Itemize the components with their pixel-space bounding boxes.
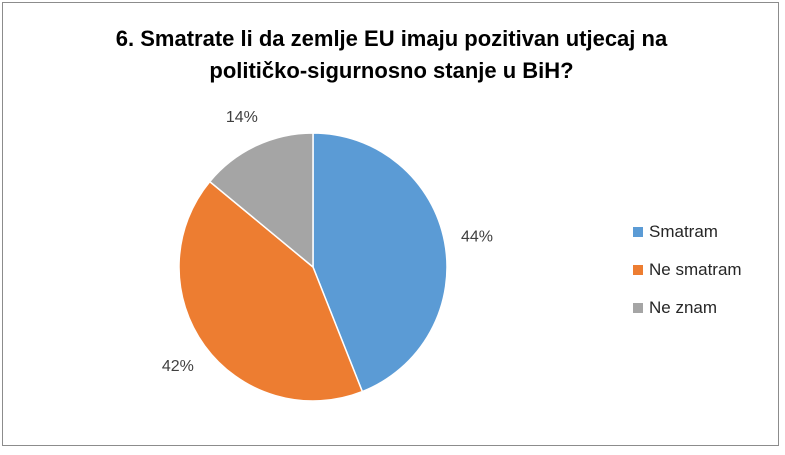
data-label-ne-znam: 14% (226, 109, 258, 126)
legend-item-smatram: Smatram (633, 220, 742, 243)
legend-label-ne-znam: Ne znam (649, 297, 718, 317)
pie-chart: 44% 42% 14% (162, 109, 493, 402)
legend: Smatram Ne smatram Ne znam (633, 220, 742, 334)
data-label-ne-smatram: 42% (162, 358, 194, 375)
pie-slice-ne-smatram (178, 180, 364, 402)
legend-item-ne-smatram: Ne smatram (633, 258, 742, 281)
chart-title-line-1: 6. Smatrate li da zemlje EU imaju poziti… (115, 26, 668, 51)
legend-swatch-ne-smatram (633, 264, 643, 275)
legend-label-smatram: Smatram (649, 221, 718, 241)
pie-slice-ne-znam (208, 132, 314, 269)
chart-title-line-2: političko-sigurnosno stanje u BiH? (209, 58, 574, 83)
chart-area: 6. Smatrate li da zemlje EU imaju poziti… (2, 2, 779, 446)
pie-slice-smatram (312, 132, 448, 393)
legend-swatch-smatram (633, 226, 643, 237)
legend-label-ne-smatram: Ne smatram (649, 259, 742, 279)
chart-title: 6. Smatrate li da zemlje EU imaju poziti… (3, 23, 780, 87)
data-label-smatram: 44% (461, 229, 493, 246)
legend-item-ne-znam: Ne znam (633, 296, 742, 319)
legend-swatch-ne-znam (633, 302, 643, 313)
